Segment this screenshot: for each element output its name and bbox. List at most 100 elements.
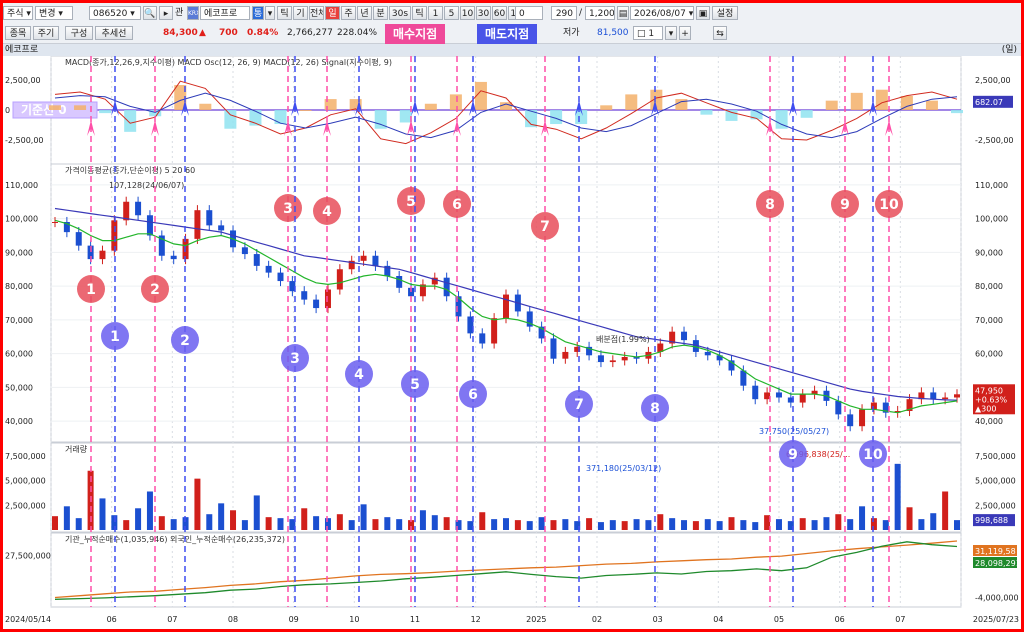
volume-bar-5 [111, 515, 118, 530]
candle-body-49 [633, 357, 640, 359]
candle-body-27 [372, 255, 379, 266]
volume-bar-24 [336, 514, 343, 530]
compose-button[interactable]: 구성 [65, 26, 93, 40]
counter-field[interactable]: 0 [515, 6, 543, 20]
candle-body-5 [111, 220, 118, 251]
buy-arrow-6 [541, 120, 549, 136]
period-tab-6[interactable]: 분 [373, 6, 388, 20]
buy-badge-4 [397, 187, 425, 215]
candle-body-41 [538, 326, 545, 339]
stock-name-field[interactable]: 에코프로 [200, 6, 250, 20]
volume-bar-23 [324, 518, 331, 530]
sell-arrow-2 [291, 100, 299, 116]
volume-bar-0 [52, 516, 58, 530]
sell-arrow-6 [575, 100, 583, 116]
spinner-dropdown-icon[interactable]: ▾ [665, 26, 677, 40]
flow-title: 기관_누적순매수(1,035,946) 외국인_누적순매수(26,235,372… [65, 534, 285, 544]
chart-svg[interactable]: MACD(종가,12,26,9,지수이평) MACD Osc(12, 26, 9… [3, 56, 1021, 629]
candle-body-12 [194, 210, 201, 239]
period-tab-0[interactable]: 틱 [277, 6, 292, 20]
dropdown-icon[interactable]: ▾ [265, 6, 275, 20]
market-select[interactable]: 주식 ▾ [3, 6, 33, 20]
settings-button[interactable]: 설정 [712, 6, 738, 20]
period-tab-10[interactable]: 5 [444, 6, 459, 20]
buy-badge-label-2: 3 [283, 201, 293, 217]
x-axis-label-6: 11 [410, 615, 420, 624]
period-tab-13[interactable]: 60 [492, 6, 507, 20]
period-tab-7[interactable]: 30s [389, 6, 411, 20]
volume-bar-64 [811, 520, 818, 530]
fav-button[interactable]: 통 [252, 6, 264, 20]
volume-ytick-1: 5,000,000 [5, 477, 46, 486]
ma60-line [54, 207, 958, 401]
sell-badge-label-7: 8 [650, 401, 660, 417]
candle-body-19 [277, 272, 284, 282]
candle-body-48 [621, 357, 628, 361]
volume-bar-73 [918, 519, 925, 530]
period-tab-3[interactable]: 일 [325, 6, 340, 20]
period-tab-8[interactable]: 틱 [412, 6, 427, 20]
candle-body-14 [218, 225, 225, 231]
trendline-button[interactable]: 추세선 [95, 26, 133, 40]
sell-badge-0 [101, 322, 129, 350]
period-button[interactable]: 주기 [33, 26, 59, 40]
stock-button[interactable]: 종목 [5, 26, 31, 40]
mode-select[interactable]: 변경 ▾ [35, 6, 73, 20]
period-tab-2[interactable]: 전체 [309, 6, 324, 20]
low-value: 81,500 [597, 28, 629, 38]
sell-point-tag: 매도지점 [477, 24, 538, 44]
macd-osc-bar-9 [274, 110, 287, 125]
volume-bar-50 [645, 520, 652, 530]
period-tab-1[interactable]: 기 [293, 6, 308, 20]
price-ytick-2: 90,000 [5, 248, 33, 257]
period-tab-12[interactable]: 30 [476, 6, 491, 20]
candle-body-22 [313, 299, 320, 309]
sync-icon[interactable]: ⇆ [713, 26, 727, 40]
period-tab-4[interactable]: 주 [341, 6, 356, 20]
period-tab-11[interactable]: 10 [460, 6, 475, 20]
count-field[interactable]: 290 [551, 6, 577, 20]
macd-osc-bar-33 [875, 89, 888, 110]
buy-badge-label-3: 4 [322, 204, 332, 220]
sell-arrow-4 [411, 100, 419, 116]
spinner-field[interactable]: □ 1 [633, 26, 663, 40]
volume-percent: 228.04% [337, 28, 378, 38]
code-input[interactable]: 086520 ▾ [89, 6, 141, 20]
search-icon[interactable]: 🔍 [143, 6, 157, 20]
volume-bar-55 [704, 519, 711, 530]
current-price: 84,300 [163, 28, 198, 38]
sell-badge-6 [565, 390, 593, 418]
volume-bar-33 [443, 517, 450, 530]
add-icon[interactable]: + [679, 26, 691, 40]
count-total: 1,200 [585, 6, 615, 20]
price-ytick-5: 60,000 [5, 350, 33, 359]
volume-bar-46 [597, 522, 604, 530]
period-tab-5[interactable]: 년 [357, 6, 372, 20]
volume-bar-54 [692, 521, 699, 530]
buy-arrow-2 [284, 120, 292, 136]
candle-body-20 [289, 281, 296, 292]
volume-bar-38 [503, 518, 509, 530]
candle-body-38 [503, 294, 509, 319]
period-tab-9[interactable]: 1 [428, 6, 443, 20]
save-icon[interactable]: ▣ [696, 6, 710, 20]
candle-body-73 [918, 392, 925, 400]
macd-last-value: 682.07 [975, 98, 1003, 107]
panel-flow [50, 532, 962, 608]
candle-body-71 [894, 411, 901, 413]
price-rtick-0: 110,000 [975, 181, 1008, 190]
candle-body-31 [419, 284, 426, 297]
low-label: 저가 [563, 28, 580, 38]
volume-bar-53 [681, 520, 688, 530]
candle-body-56 [716, 355, 723, 361]
calendar-icon[interactable]: ▤ [617, 6, 629, 20]
price-ytick-6: 50,000 [5, 383, 33, 392]
macd-ytick-0: 2,500,00 [5, 76, 41, 85]
date-field[interactable]: 2026/08/07 ▾ [630, 6, 694, 20]
volume-bar-8 [146, 491, 153, 530]
prev-icon[interactable]: ▸ [159, 6, 173, 20]
buy-arrow-0 [87, 120, 95, 136]
price-last-value: 47,950 [975, 386, 1003, 395]
candle-body-47 [609, 360, 616, 363]
